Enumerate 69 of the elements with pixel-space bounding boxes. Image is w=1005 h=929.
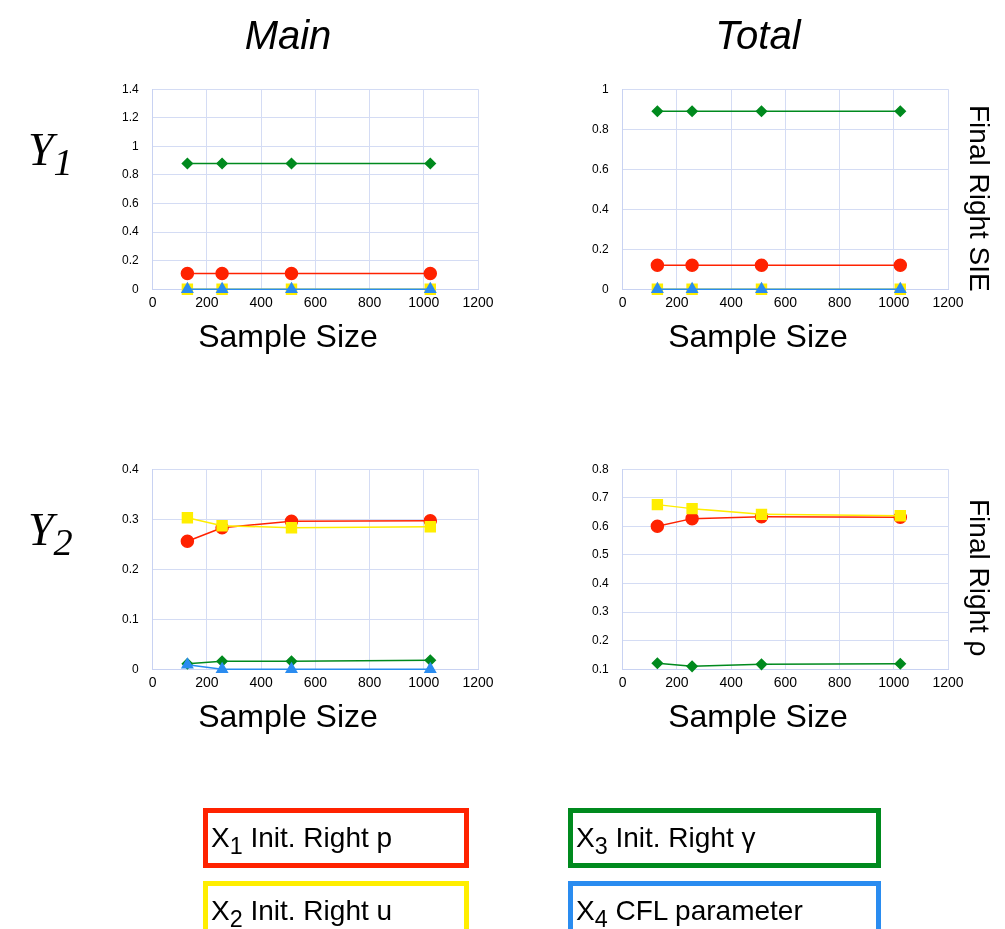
- y2-axis-title: Final Right ρ: [963, 498, 995, 659]
- y-tick-label: 0.8: [591, 121, 609, 136]
- legend-label: X$_{2}$ Init. Right u: [211, 894, 393, 929]
- legend-label: X$_{4}$ CFL parameter: [576, 894, 803, 929]
- x-axis-title: Sample Size: [197, 318, 379, 355]
- y-tick-label: 0.2: [121, 252, 139, 267]
- y-axis-title: Y$_{1}$: [28, 123, 73, 185]
- x-tick-label: 600: [773, 674, 798, 691]
- y-tick-label: 0.6: [591, 518, 609, 533]
- x-tick-label: 0: [148, 674, 157, 691]
- y-tick-label: 0.4: [121, 461, 139, 476]
- y-tick-label: 0.3: [121, 511, 139, 526]
- y-tick-label: 0.2: [121, 561, 139, 576]
- x-tick-label: 1200: [932, 674, 964, 691]
- y-tick-label: 0: [131, 661, 139, 676]
- y-tick-label: 1: [601, 81, 609, 96]
- x-tick-label: 600: [303, 294, 328, 311]
- y-tick-label: 0: [131, 281, 139, 296]
- y2-axis-title: Final Right SIE: [963, 103, 995, 294]
- y-tick-label: 0: [601, 281, 609, 296]
- x-tick-label: 400: [719, 294, 744, 311]
- y-tick-label: 0.4: [591, 575, 609, 590]
- x-axis-title: Sample Size: [667, 698, 849, 735]
- x-tick-label: 200: [195, 674, 219, 691]
- x-axis-title: Sample Size: [667, 318, 849, 355]
- y-tick-label: 0.8: [121, 167, 139, 182]
- x-tick-label: 800: [827, 674, 852, 691]
- x-tick-label: 200: [665, 674, 689, 691]
- x-tick-label: 1000: [408, 294, 440, 311]
- x-tick-label: 800: [357, 674, 382, 691]
- x-tick-label: 200: [665, 294, 689, 311]
- x-tick-label: 1000: [878, 294, 910, 311]
- chart-title: Main: [243, 13, 333, 58]
- legend-label: X$_{1}$ Init. Right p: [211, 821, 393, 861]
- x-tick-label: 1000: [878, 674, 910, 691]
- x-tick-label: 200: [195, 294, 219, 311]
- y-tick-label: 1.2: [121, 110, 139, 125]
- x-tick-label: 1200: [462, 674, 494, 691]
- x-axis-title: Sample Size: [197, 698, 379, 735]
- y-tick-label: 1: [131, 138, 139, 153]
- x-tick-label: 0: [148, 294, 157, 311]
- x-tick-label: 800: [827, 294, 852, 311]
- y-tick-label: 0.4: [591, 201, 609, 216]
- legend-label: X$_{3}$ Init. Right γ: [576, 821, 756, 861]
- x-tick-label: 1200: [932, 294, 964, 311]
- y-tick-label: 0.1: [121, 611, 139, 626]
- x-tick-label: 400: [249, 294, 274, 311]
- x-tick-label: 800: [357, 294, 382, 311]
- x-tick-label: 600: [303, 674, 328, 691]
- x-tick-label: 1200: [462, 294, 494, 311]
- y-tick-label: 0.3: [591, 604, 609, 619]
- y-tick-label: 0.5: [591, 547, 609, 562]
- y-tick-label: 0.1: [591, 661, 609, 676]
- x-tick-label: 0: [618, 294, 627, 311]
- x-tick-label: 400: [249, 674, 274, 691]
- y-tick-label: 1.4: [121, 81, 139, 96]
- x-tick-label: 1000: [408, 674, 440, 691]
- y-axis-title: Y$_{2}$: [28, 503, 73, 565]
- chart-title: Total: [714, 13, 803, 58]
- y-tick-label: 0.6: [121, 195, 139, 210]
- x-tick-label: 600: [773, 294, 798, 311]
- y-tick-label: 0.4: [121, 224, 139, 239]
- x-tick-label: 0: [618, 674, 627, 691]
- y-tick-label: 0.7: [591, 490, 609, 505]
- x-tick-label: 400: [719, 674, 744, 691]
- y-tick-label: 0.2: [591, 632, 609, 647]
- y-tick-label: 0.8: [591, 461, 609, 476]
- y-tick-label: 0.2: [591, 241, 609, 256]
- y-tick-label: 0.6: [591, 161, 609, 176]
